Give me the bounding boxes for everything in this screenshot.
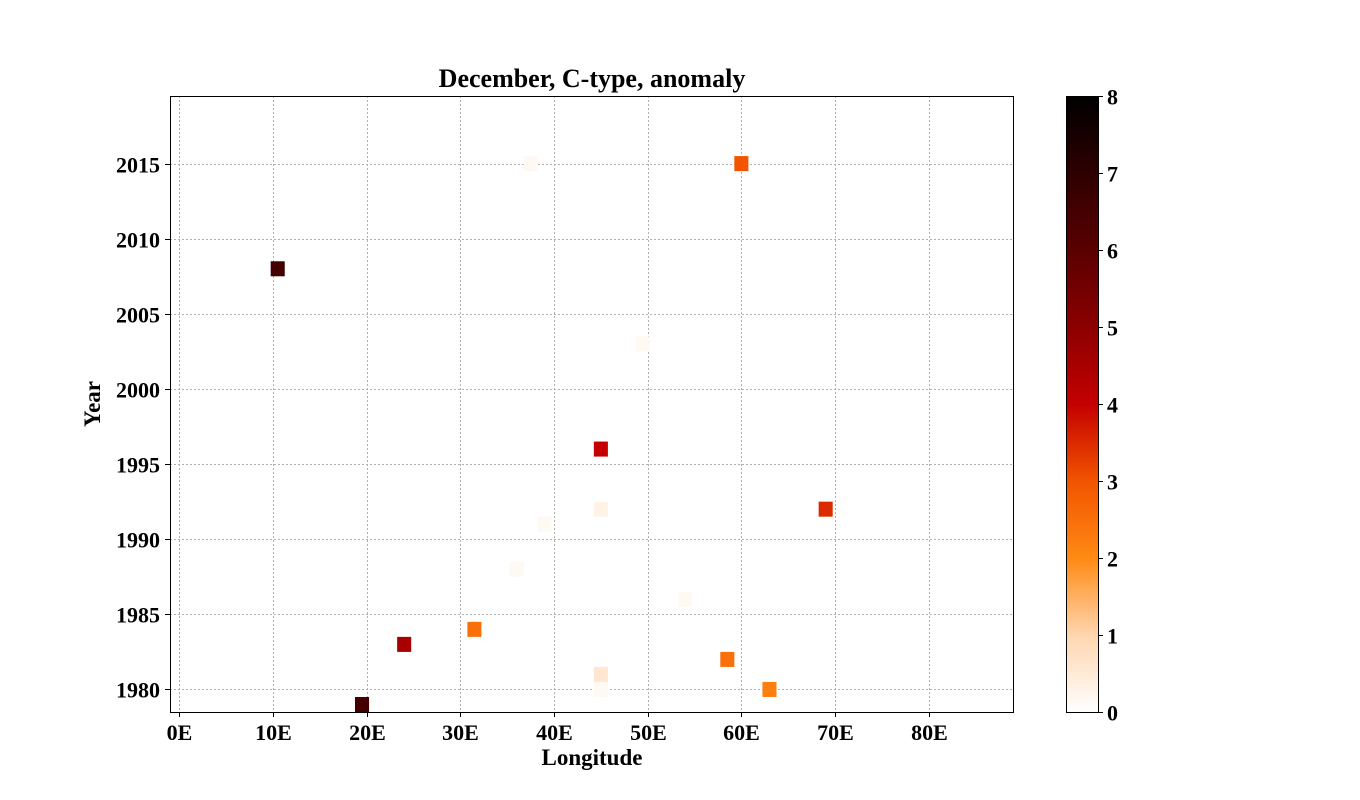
heatmap-cell: [593, 666, 608, 682]
heatmap-cell: [818, 501, 833, 517]
heatmap-cell: [523, 156, 538, 172]
colorbar-tick-label: 7: [1107, 162, 1118, 187]
heatmap-cell: [593, 441, 608, 457]
y-tick-label: 2005: [116, 303, 160, 328]
heatmap-cell: [270, 261, 285, 277]
colorbar-tick-label: 8: [1107, 85, 1118, 110]
chart-title: December, C-type, anomaly: [439, 64, 746, 93]
x-tick-label: 80E: [911, 720, 948, 745]
y-tick-label: 1980: [116, 678, 160, 703]
colorbar-tick-label: 4: [1107, 393, 1118, 418]
x-tick-label: 10E: [255, 720, 292, 745]
heatmap-cell: [509, 561, 524, 577]
x-tick-label: 0E: [167, 720, 193, 745]
colorbar-tick-label: 6: [1107, 239, 1118, 264]
x-axis-label: Longitude: [542, 745, 643, 770]
x-tick-label: 60E: [723, 720, 760, 745]
heatmap-cell: [593, 681, 608, 697]
y-axis-label: Year: [80, 381, 105, 427]
colorbar-tick-label: 0: [1107, 701, 1118, 726]
x-tick-label: 40E: [536, 720, 573, 745]
x-tick-label: 70E: [817, 720, 854, 745]
heatmap-cell: [354, 696, 370, 712]
x-axis-ticks: 0E 10E 20E 30E 40E 50E 60E 70E 80E: [167, 712, 948, 745]
heatmap-cell: [593, 501, 608, 517]
y-axis-ticks: 1980 1985 1990 1995 2000 2005 2010 2015: [116, 153, 170, 703]
heatmap-cell: [762, 681, 777, 697]
y-tick-label: 2015: [116, 153, 160, 178]
data-cells: [270, 156, 833, 712]
heatmap-cell: [635, 336, 651, 352]
y-tick-label: 2010: [116, 228, 160, 253]
colorbar-tick-label: 3: [1107, 470, 1118, 495]
colorbar-tick-label: 5: [1107, 316, 1118, 341]
heatmap-cell: [720, 651, 735, 667]
heatmap-cell: [397, 636, 412, 652]
colorbar-tick-label: 1: [1107, 624, 1118, 649]
grid-lines: [170, 96, 1013, 712]
y-tick-label: 1995: [116, 453, 160, 478]
y-tick-label: 2000: [116, 378, 160, 403]
heatmap-cell: [537, 516, 552, 532]
x-tick-label: 30E: [442, 720, 479, 745]
colorbar-tick-label: 2: [1107, 547, 1118, 572]
heatmap-cell: [467, 621, 482, 637]
y-tick-label: 1990: [116, 528, 160, 553]
colorbar-ticks: 0 1 2 3 4 5 6 7 8: [1098, 85, 1118, 726]
plot-frame: [170, 96, 1014, 713]
heatmap-cell: [678, 591, 693, 607]
heatmap-cell: [734, 156, 749, 172]
x-tick-label: 20E: [349, 720, 386, 745]
y-tick-label: 1985: [116, 603, 160, 628]
colorbar: [1066, 96, 1099, 713]
x-tick-label: 50E: [630, 720, 667, 745]
